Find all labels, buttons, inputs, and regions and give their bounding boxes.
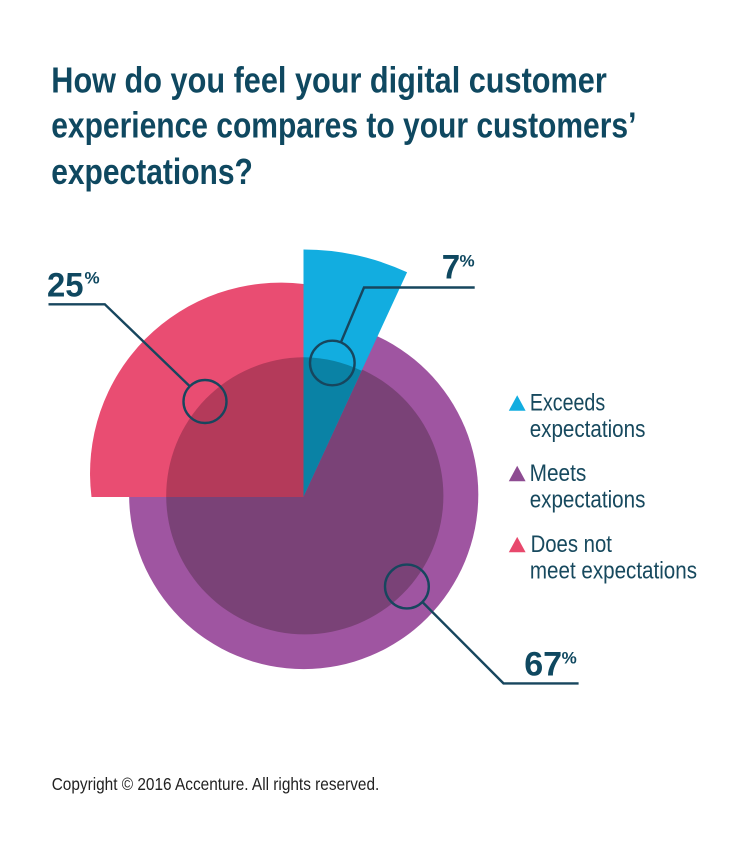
svg-text:7: 7 xyxy=(442,249,460,287)
svg-text:%: % xyxy=(85,269,100,288)
svg-text:Exceeds: Exceeds xyxy=(530,389,605,416)
svg-text:%: % xyxy=(562,649,577,668)
svg-text:experience compares to your cu: experience compares to your customers’ xyxy=(51,106,636,146)
svg-text:meet expectations: meet expectations xyxy=(530,557,697,584)
svg-text:Copyright © 2016 Accenture. Al: Copyright © 2016 Accenture. All rights r… xyxy=(52,774,380,794)
svg-text:25: 25 xyxy=(47,267,84,305)
svg-text:%: % xyxy=(460,252,475,271)
svg-text:67: 67 xyxy=(524,646,562,684)
svg-text:Meets: Meets xyxy=(530,460,587,487)
svg-text:expectations?: expectations? xyxy=(51,152,253,192)
svg-text:expectations: expectations xyxy=(530,486,646,513)
svg-text:expectations: expectations xyxy=(530,415,646,442)
svg-text:Does not: Does not xyxy=(531,530,613,557)
svg-text:How do you feel your digital c: How do you feel your digital customer xyxy=(51,61,606,101)
